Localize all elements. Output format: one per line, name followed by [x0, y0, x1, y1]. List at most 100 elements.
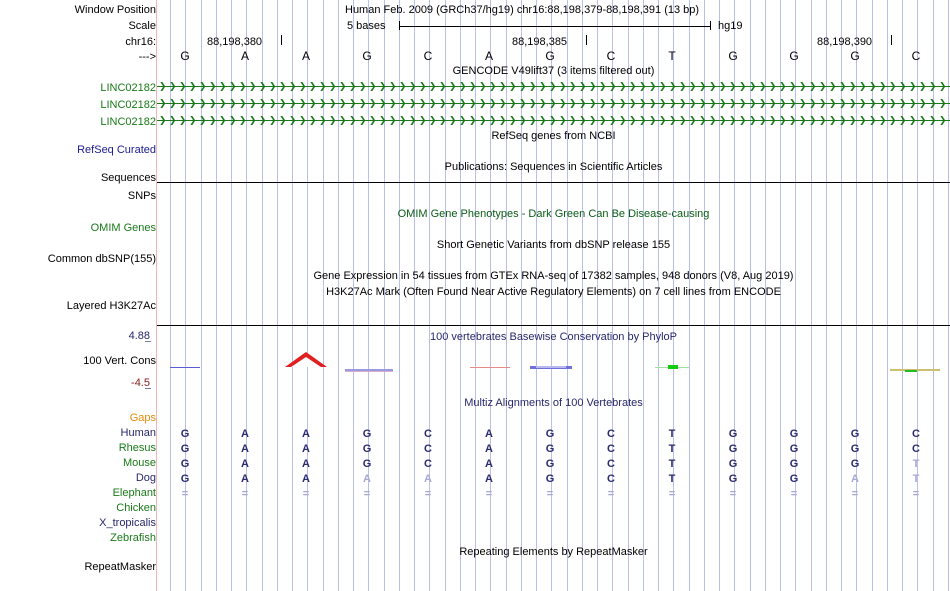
gridline	[338, 0, 339, 591]
strand-chevron-icon: ❯	[469, 98, 477, 108]
strand-chevron-icon: ❯	[229, 98, 237, 108]
multiz-base: =	[790, 488, 798, 500]
strand-chevron-icon: ❯	[429, 115, 437, 125]
label-column-divider	[156, 0, 157, 591]
multiz-species-label-rhesus[interactable]: Rhesus	[118, 442, 156, 454]
track-data-area[interactable]	[157, 0, 950, 591]
gridline	[185, 0, 186, 591]
reference-base: A	[484, 49, 493, 63]
reference-base: C	[423, 49, 433, 63]
refseq-curated-label[interactable]: RefSeq Curated	[77, 144, 156, 156]
scale-bar	[399, 26, 710, 27]
gridlines	[157, 0, 950, 591]
strand-chevron-icon: ❯	[729, 81, 737, 91]
layered-h3k27ac-label[interactable]: Layered H3K27Ac	[66, 300, 156, 312]
gencode-item-label-2[interactable]: LINC02182	[100, 99, 156, 111]
strand-chevron-icon: ❯	[539, 98, 547, 108]
strand-chevron-icon: ❯	[809, 98, 817, 108]
strand-chevron-icon: ❯	[449, 81, 457, 91]
gridline	[567, 0, 568, 591]
strand-chevron-icon: ❯	[549, 98, 557, 108]
strand-chevron-icon: ❯	[349, 81, 357, 91]
gridline	[521, 0, 522, 591]
strand-chevron-icon: ❯	[619, 98, 627, 108]
gridline	[460, 0, 461, 591]
multiz-base: T	[912, 458, 920, 470]
conservation-axis-max: 4.88	[128, 330, 150, 342]
strand-chevron-icon: ❯	[509, 81, 517, 91]
gencode-item-label-1[interactable]: LINC02182	[100, 82, 156, 94]
snps-label[interactable]: SNPs	[127, 190, 156, 202]
repeatmasker-label[interactable]: RepeatMasker	[84, 561, 156, 573]
strand-chevron-icon: ❯	[569, 115, 577, 125]
refseq-track-title: RefSeq genes from NCBI	[491, 130, 616, 142]
strand-chevron-icon: ❯	[399, 115, 407, 125]
strand-chevron-icon: ❯	[579, 81, 587, 91]
gridline	[506, 0, 507, 591]
multiz-species-label-elephant[interactable]: Elephant	[112, 487, 156, 499]
multiz-base: =	[302, 488, 310, 500]
strand-chevron-icon: ❯	[769, 115, 777, 125]
gencode-feature-row-2[interactable]: ❯ ❯ ❯ ❯ ❯ ❯ ❯ ❯ ❯ ❯ ❯ ❯ ❯ ❯ ❯ ❯ ❯ ❯ ❯ ❯ ❯ ❯ ❯ ❯ ❯ ❯ ❯ ❯ ❯ ❯ ❯ ❯ ❯ ❯ ❯ ❯ ❯ ❯ ❯ ❯…	[157, 98, 950, 109]
ruler-position-label: 88,198,385	[512, 36, 568, 48]
strand-chevron-icon: ❯	[739, 81, 747, 91]
multiz-base: =	[181, 488, 189, 500]
strand-chevron-icon: ❯	[289, 115, 297, 125]
conservation-peak	[668, 365, 678, 369]
multiz-base: G	[789, 443, 799, 455]
gridline	[856, 0, 857, 591]
multiz-species-label-mouse[interactable]: Mouse	[122, 457, 156, 469]
multiz-base: G	[850, 458, 860, 470]
assembly-position-text: Human Feb. 2009 (GRCh37/hg19) chr16:88,1…	[345, 4, 700, 16]
strand-chevron-icon: ❯	[929, 98, 937, 108]
conservation-label[interactable]: 100 Vert. Cons	[83, 355, 156, 367]
strand-chevron-icon: ❯	[649, 115, 657, 125]
strand-chevron-icon: ❯	[929, 115, 937, 125]
gridline	[780, 0, 781, 591]
strand-chevron-icon: ❯	[479, 98, 487, 108]
multiz-species-label-gaps[interactable]: Gaps	[129, 412, 156, 424]
strand-chevron-icon: ❯	[259, 115, 267, 125]
sequences-label[interactable]: Sequences	[100, 172, 156, 184]
strand-chevron-icon: ❯	[339, 115, 347, 125]
multiz-base: =	[546, 488, 554, 500]
omim-genes-label[interactable]: OMIM Genes	[90, 222, 156, 234]
multiz-base: A	[851, 473, 859, 485]
strand-chevron-icon: ❯	[849, 115, 857, 125]
multiz-base: =	[851, 488, 859, 500]
gridline	[902, 0, 903, 591]
multiz-species-label-chicken[interactable]: Chicken	[116, 502, 156, 514]
publications-separator	[157, 182, 950, 183]
multiz-base: G	[545, 443, 555, 455]
strand-chevron-icon: ❯	[509, 98, 517, 108]
gencode-feature-row-3[interactable]: ❯ ❯ ❯ ❯ ❯ ❯ ❯ ❯ ❯ ❯ ❯ ❯ ❯ ❯ ❯ ❯ ❯ ❯ ❯ ❯ ❯ ❯ ❯ ❯ ❯ ❯ ❯ ❯ ❯ ❯ ❯ ❯ ❯ ❯ ❯ ❯ ❯ ❯ ❯ ❯…	[157, 115, 950, 126]
strand-chevron-icon: ❯	[739, 115, 747, 125]
multiz-species-label-x_tropicalis[interactable]: X_tropicalis	[99, 517, 156, 529]
gridline	[826, 0, 827, 591]
multiz-base: G	[728, 473, 738, 485]
multiz-base: G	[850, 443, 860, 455]
strand-chevron-icon: ❯	[809, 115, 817, 125]
strand-chevron-icon: ❯	[399, 98, 407, 108]
strand-chevron-icon: ❯	[469, 81, 477, 91]
strand-chevron-icon: ❯	[739, 98, 747, 108]
strand-chevron-icon: ❯	[229, 115, 237, 125]
multiz-species-label-zebrafish[interactable]: Zebrafish	[110, 532, 156, 544]
gridline	[551, 0, 552, 591]
strand-chevron-icon: ❯	[269, 115, 277, 125]
gencode-feature-line	[157, 86, 950, 87]
multiz-base: A	[241, 473, 249, 485]
strand-chevron-icon: ❯	[599, 98, 607, 108]
strand-chevron-icon: ❯	[669, 98, 677, 108]
gencode-feature-row-1[interactable]: ❯ ❯ ❯ ❯ ❯ ❯ ❯ ❯ ❯ ❯ ❯ ❯ ❯ ❯ ❯ ❯ ❯ ❯ ❯ ❯ ❯ ❯ ❯ ❯ ❯ ❯ ❯ ❯ ❯ ❯ ❯ ❯ ❯ ❯ ❯ ❯ ❯ ❯ ❯ ❯…	[157, 81, 950, 92]
multiz-base: G	[180, 473, 190, 485]
strand-chevron-icon: ❯	[439, 81, 447, 91]
gencode-item-label-3[interactable]: LINC02182	[100, 116, 156, 128]
gridline	[399, 0, 400, 591]
multiz-species-label-human[interactable]: Human	[120, 427, 156, 439]
common-dbsnp-label[interactable]: Common dbSNP(155)	[47, 253, 156, 265]
gridline	[811, 0, 812, 591]
strand-chevron-icon: ❯	[769, 81, 777, 91]
multiz-base: =	[485, 488, 493, 500]
multiz-species-label-dog[interactable]: Dog	[135, 472, 156, 484]
